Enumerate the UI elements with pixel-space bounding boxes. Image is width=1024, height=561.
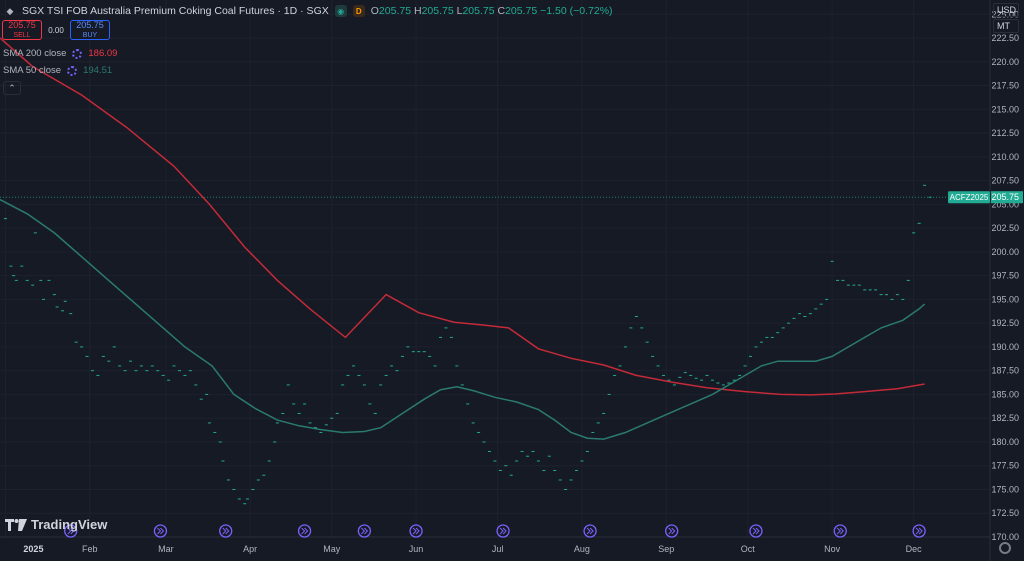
y-tick-label: 220.00 (991, 57, 1019, 67)
buy-button[interactable]: 205.75 BUY (70, 20, 110, 40)
event-arrow-icon (915, 527, 923, 535)
x-tick-label: 2025 (23, 544, 43, 554)
x-tick-label: Feb (82, 544, 98, 554)
x-tick-label: Nov (824, 544, 841, 554)
x-tick-label: May (323, 544, 341, 554)
indicator-sma50[interactable]: SMA 50 close 194.51 (3, 65, 112, 76)
y-tick-label: 217.50 (991, 81, 1019, 91)
event-marker-icon[interactable] (409, 524, 423, 538)
event-arrow-icon (301, 527, 309, 535)
event-arrow-icon (67, 527, 75, 535)
sma50-line (0, 198, 926, 440)
event-marker-icon[interactable] (357, 524, 372, 538)
event-arrow-icon (412, 527, 420, 535)
event-arrow-icon (752, 527, 760, 535)
spread-value: 0.00 (48, 25, 64, 35)
price-tag-label: 205.75 (991, 192, 1019, 202)
event-marker-icon[interactable] (583, 524, 597, 538)
x-tick-label: Apr (243, 544, 257, 554)
y-tick-label: 170.00 (991, 532, 1019, 542)
y-tick-label: 225.00 (991, 9, 1019, 19)
y-tick-label: 172.50 (991, 508, 1019, 518)
event-arrow-icon (668, 527, 676, 535)
y-tick-label: 180.00 (991, 437, 1019, 447)
event-arrow-icon (222, 527, 230, 535)
event-arrow-icon (361, 527, 369, 535)
indicator-label: SMA 50 close (3, 65, 62, 76)
y-tick-label: 192.50 (991, 318, 1019, 328)
low-value: 205.75 (462, 5, 495, 17)
symbol-tag-label: ACFZ2025 (950, 193, 989, 202)
event-arrow-icon (836, 527, 844, 535)
gear-icon[interactable] (999, 542, 1011, 554)
currency-selector[interactable]: USD (993, 3, 1019, 17)
delayed-data-icon[interactable]: D (352, 5, 365, 17)
event-marker-icon[interactable] (297, 524, 312, 538)
x-tick-label: Oct (741, 544, 756, 554)
symbol-title[interactable]: SGX TSI FOB Australia Premium Coking Coa… (22, 5, 329, 17)
y-tick-label: 190.00 (991, 342, 1019, 352)
y-tick-label: 175.00 (991, 484, 1019, 494)
unit-selector[interactable]: MT (993, 19, 1019, 33)
price-tag (991, 191, 1023, 204)
y-tick-label: 202.50 (991, 223, 1019, 233)
y-tick-label: 197.50 (991, 271, 1019, 281)
symbol-tag (948, 191, 990, 204)
x-tick-label: Mar (158, 544, 174, 554)
tradingview-logo-icon (5, 518, 27, 531)
y-tick-label: 200.00 (991, 247, 1019, 257)
chart-header: ◆ SGX TSI FOB Australia Premium Coking C… (4, 3, 613, 19)
y-tick-label: 177.50 (991, 461, 1019, 471)
close-value: 205.75 (505, 5, 538, 17)
ohlc-values: O205.75 H205.75 L205.75 C205.75 −1.50 (−… (370, 5, 613, 17)
x-tick-label: Jul (492, 544, 504, 554)
event-marker-icon[interactable] (833, 524, 847, 538)
collapse-legend-button[interactable]: ⌃ (3, 81, 21, 95)
y-tick-label: 210.00 (991, 152, 1019, 162)
y-tick-label: 222.50 (991, 33, 1019, 43)
y-tick-label: 187.50 (991, 366, 1019, 376)
y-tick-label: 182.50 (991, 413, 1019, 423)
event-marker-icon[interactable] (219, 524, 233, 538)
x-tick-label: Aug (574, 544, 590, 554)
settings-icon[interactable] (72, 48, 83, 59)
event-marker-icon[interactable] (64, 524, 78, 538)
event-arrow-icon (157, 527, 165, 535)
y-tick-label: 207.50 (991, 176, 1019, 186)
indicator-value: 186.09 (88, 48, 118, 59)
eye-icon[interactable]: ◉ (334, 5, 347, 17)
y-tick-label: 185.00 (991, 389, 1019, 399)
x-tick-label: Sep (658, 544, 674, 554)
x-tick-label: Dec (906, 544, 923, 554)
indicator-label: SMA 200 close (3, 48, 67, 59)
symbol-icon: ◆ (6, 5, 14, 16)
event-arrow-icon (586, 527, 594, 535)
event-marker-icon[interactable] (749, 524, 763, 538)
sell-button[interactable]: 205.75 SELL (2, 20, 42, 40)
y-tick-label: 212.50 (991, 128, 1019, 138)
open-value: 205.75 (378, 5, 412, 17)
event-marker-icon[interactable] (665, 524, 679, 538)
y-tick-label: 215.00 (991, 104, 1019, 114)
y-tick-label: 205.00 (991, 199, 1019, 209)
y-tick-label: 195.00 (991, 294, 1019, 304)
settings-icon[interactable] (67, 65, 78, 76)
event-marker-icon[interactable] (153, 524, 168, 538)
x-tick-label: Jun (409, 544, 424, 554)
trade-panel: 205.75 SELL 0.00 205.75 BUY (2, 20, 110, 40)
event-marker-icon[interactable] (912, 524, 926, 538)
change-value: −1.50 (−0.72%) (540, 5, 613, 17)
event-marker-icon[interactable] (496, 524, 510, 538)
indicator-value: 194.51 (83, 65, 113, 76)
high-value: 205.75 (421, 5, 454, 17)
sma200-line (0, 37, 925, 396)
event-arrow-icon (499, 527, 507, 535)
indicator-sma200[interactable]: SMA 200 close 186.09 (3, 48, 117, 59)
tradingview-logo: TradingView (5, 517, 107, 532)
